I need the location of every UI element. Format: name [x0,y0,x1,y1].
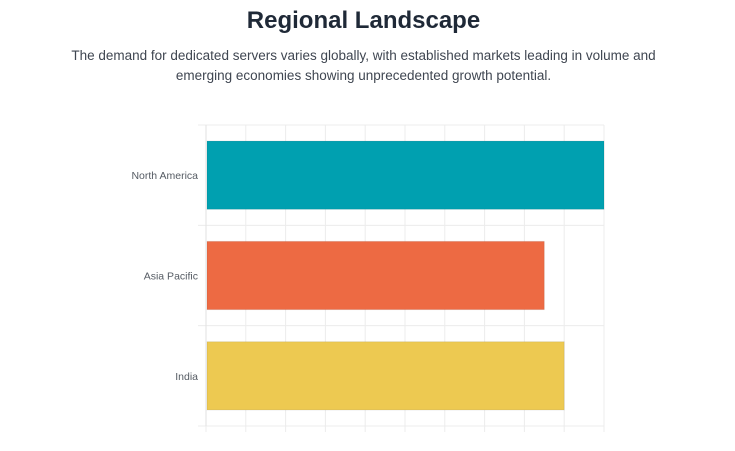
bar-north-america[interactable] [206,140,605,210]
chart-bars [206,140,605,411]
category-label: Asia Pacific [144,271,198,283]
page-subtitle: The demand for dedicated servers varies … [71,48,656,83]
bar-asia-pacific[interactable] [206,240,545,311]
page-title: Regional Landscape [246,7,481,34]
category-label: North America [131,170,198,182]
bar-india[interactable] [206,341,565,411]
chart-category-labels: North America Asia Pacific India [131,170,198,383]
category-label: India [175,371,198,383]
